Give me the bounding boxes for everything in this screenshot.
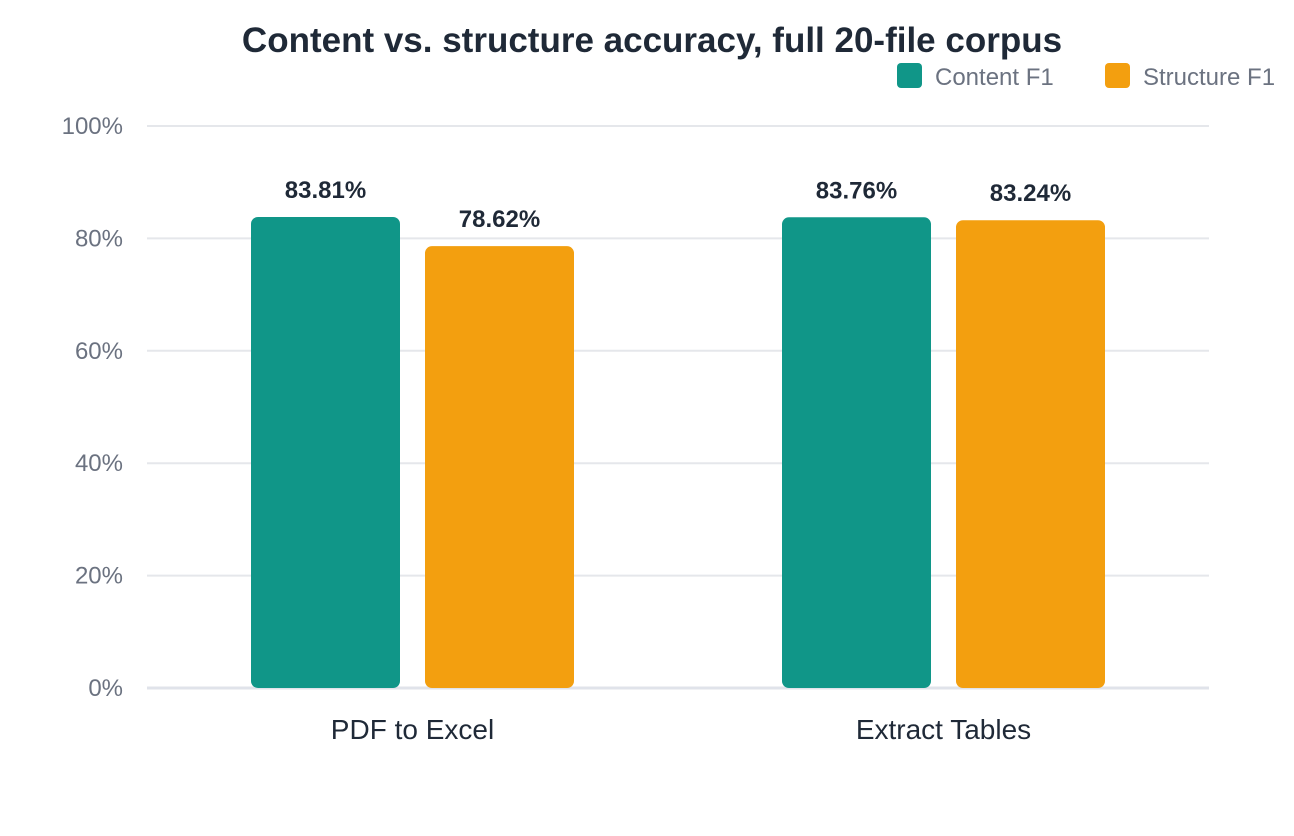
value-label-structure-f1: 78.62% [459, 206, 540, 233]
y-tick-label: 20% [75, 563, 123, 590]
y-tick-label: 100% [62, 113, 123, 140]
value-label-content-f1: 83.76% [816, 177, 897, 204]
value-label-content-f1: 83.81% [285, 177, 366, 204]
legend-swatch-structure-f1 [1105, 63, 1130, 88]
y-tick-label: 60% [75, 338, 123, 365]
y-axis-ticks: 0% 20% 40% 60% 80% 100% [62, 113, 123, 702]
legend-swatch-content-f1 [897, 63, 922, 88]
y-tick-label: 40% [75, 450, 123, 477]
y-tick-label: 80% [75, 225, 123, 252]
x-axis-categories: PDF to Excel Extract Tables [331, 714, 1031, 745]
bar-structure-f1 [956, 220, 1105, 688]
chart-title: Content vs. structure accuracy, full 20-… [242, 21, 1062, 60]
y-tick-label: 0% [88, 675, 123, 702]
bar-content-f1 [251, 216, 400, 688]
value-labels: 83.81% 78.62% 83.76% 83.24% [285, 177, 1071, 233]
legend-label-content-f1: Content F1 [935, 64, 1054, 91]
legend-label-structure-f1: Structure F1 [1143, 64, 1275, 91]
bar-content-f1 [782, 217, 931, 688]
bar-structure-f1 [425, 246, 574, 689]
bars [251, 216, 1105, 689]
x-category-label: PDF to Excel [331, 714, 494, 745]
value-label-structure-f1: 83.24% [990, 180, 1071, 207]
legend: Content F1 Structure F1 [897, 63, 1275, 91]
x-category-label: Extract Tables [856, 714, 1031, 745]
